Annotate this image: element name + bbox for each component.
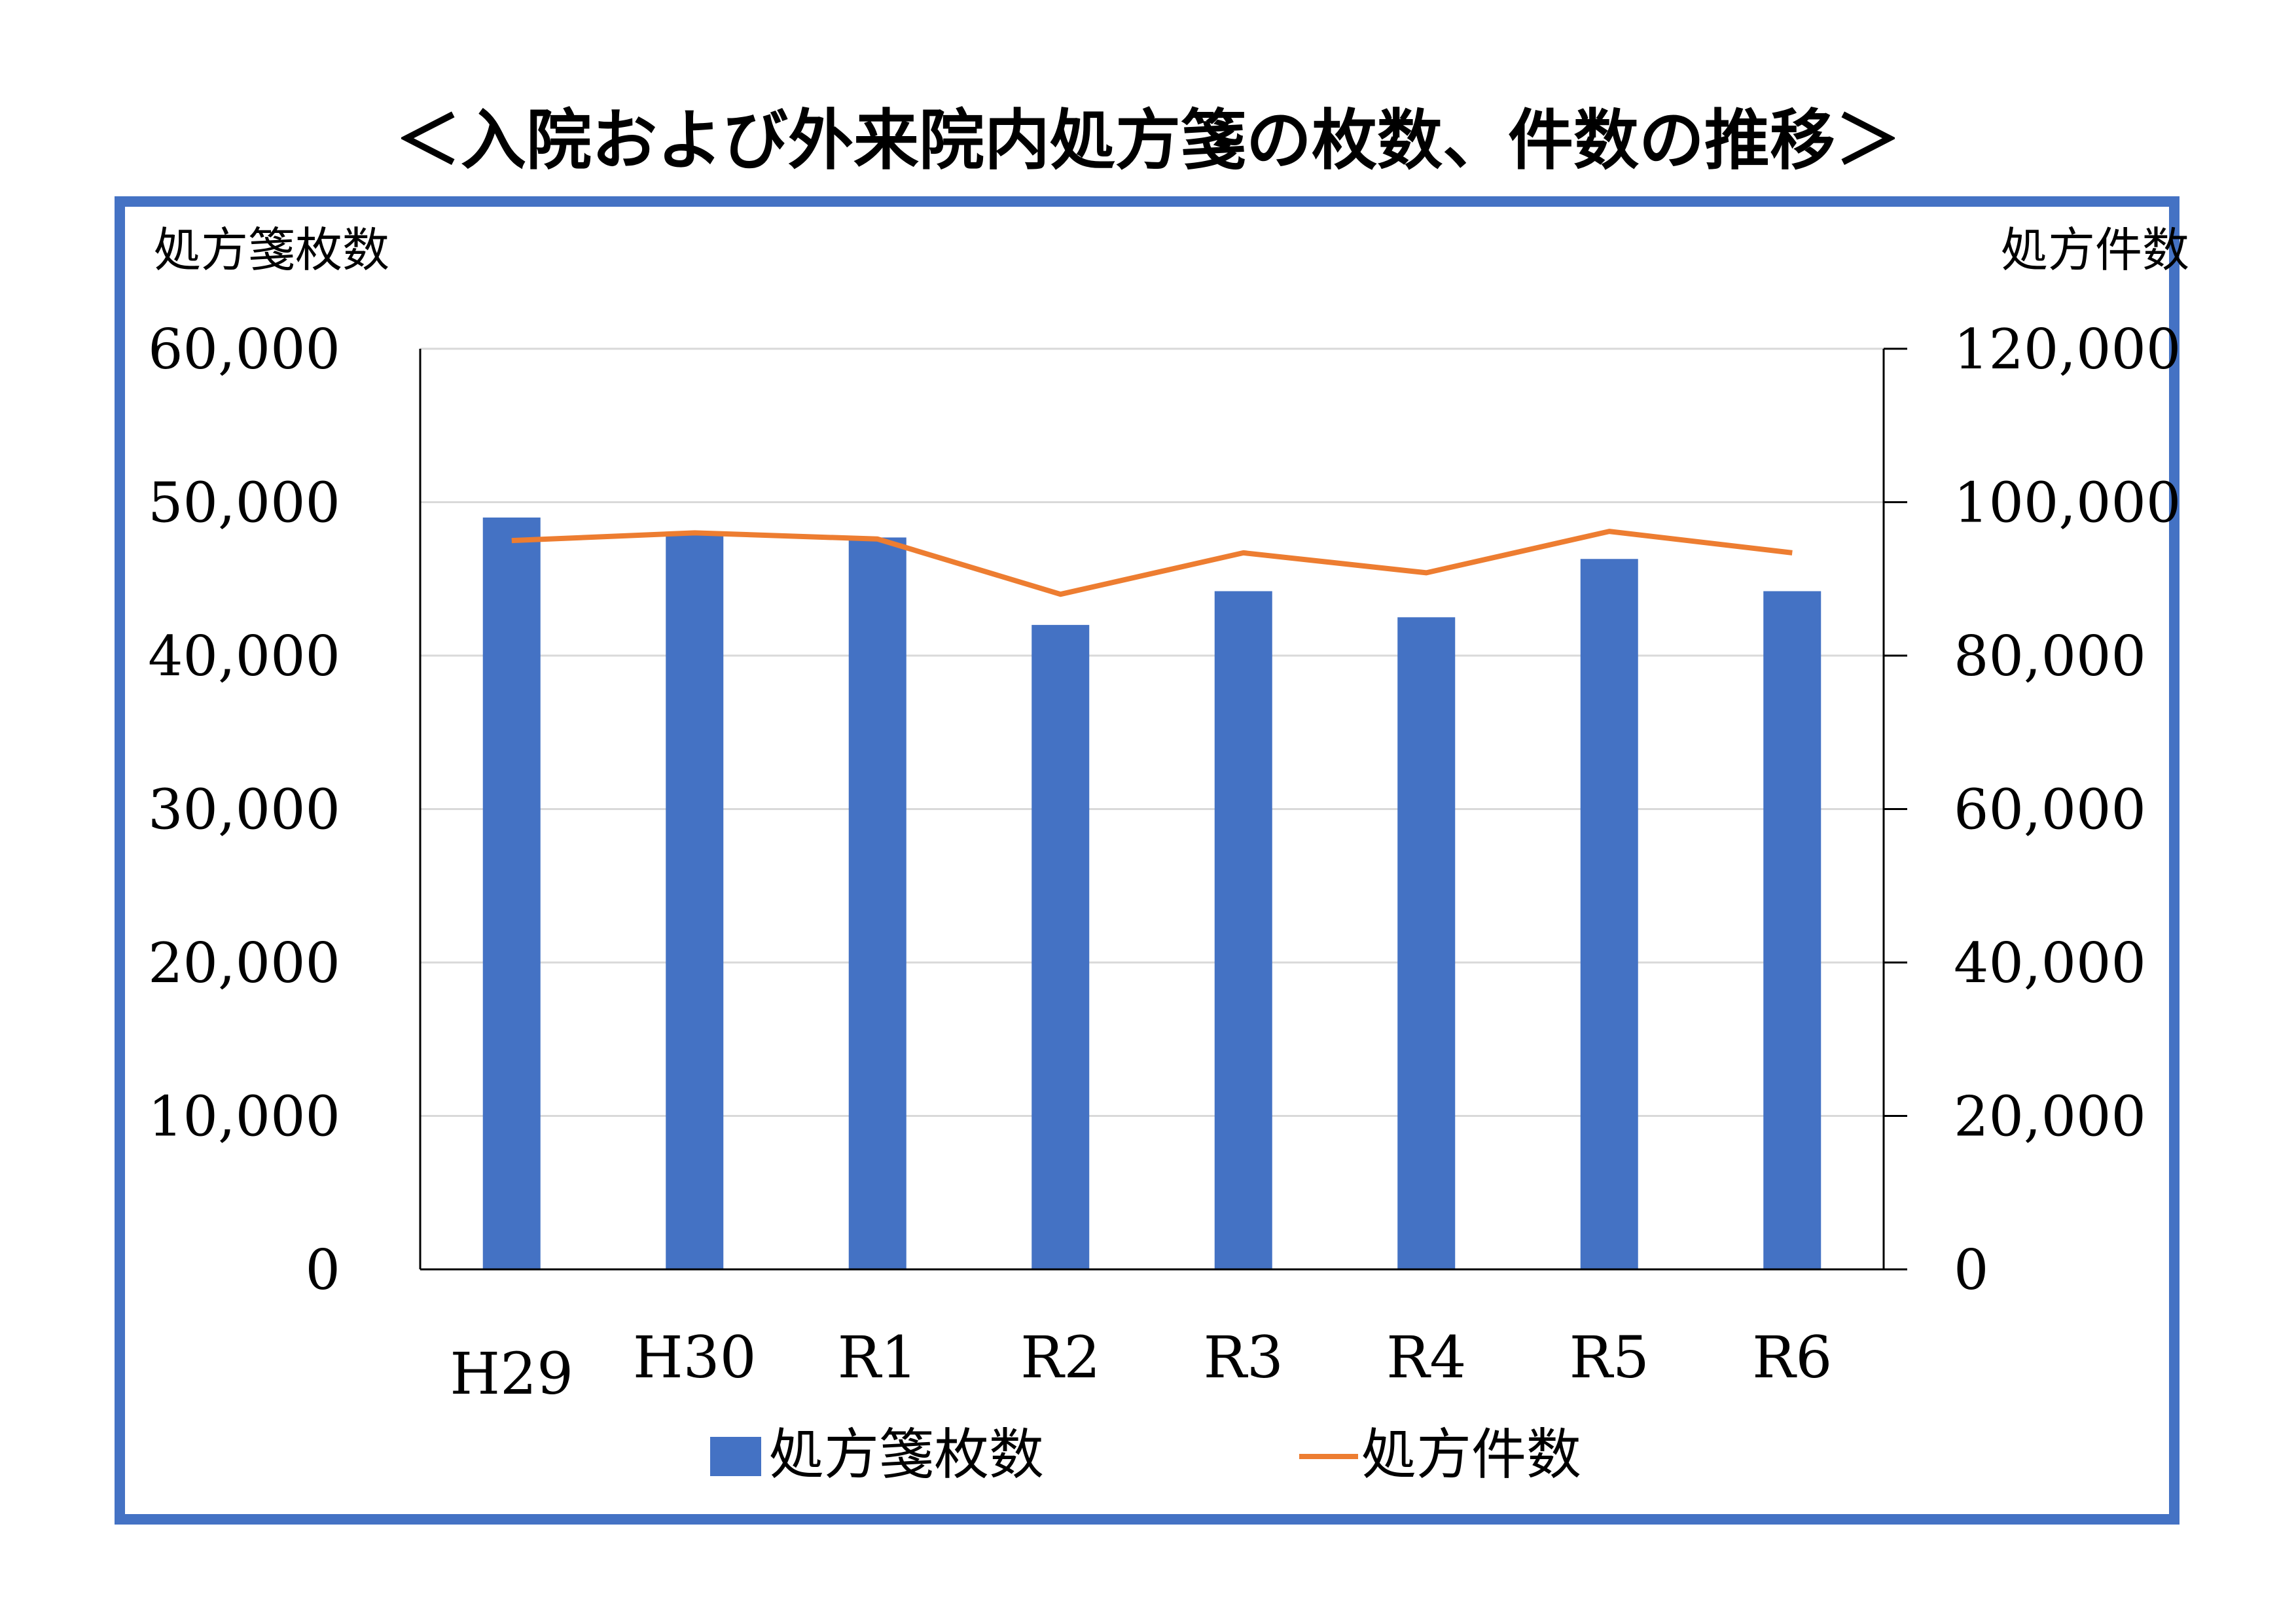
left-tick-label: 50,000 <box>148 471 340 535</box>
line-prescription-count <box>511 529 1793 597</box>
x-tick-label: H30 <box>633 1324 757 1391</box>
left-axis-title: 処方箋枚数 <box>154 222 389 277</box>
x-tick-label: R6 <box>1752 1324 1832 1391</box>
bar-r6 <box>1763 591 1821 1269</box>
bar-r1 <box>848 537 906 1269</box>
right-tick-label: 0 <box>1954 1238 1988 1302</box>
gridlines <box>420 347 1884 1117</box>
x-tick-label: H29 <box>450 1340 573 1407</box>
line-series <box>511 529 1793 597</box>
axis-labels: 0 10,000 20,000 30,000 40,000 50,000 60,000 0 20… <box>148 222 2189 1407</box>
left-tick-label: 0 <box>306 1238 340 1302</box>
bar-r4 <box>1397 617 1456 1269</box>
left-tick-label: 40,000 <box>148 624 340 688</box>
right-axis-title: 処方件数 <box>2001 222 2189 277</box>
bar-h30 <box>666 533 724 1269</box>
x-tick-label: R4 <box>1386 1324 1466 1391</box>
right-tick-label: 100,000 <box>1954 471 2181 535</box>
right-tick-label: 20,000 <box>1954 1085 2146 1149</box>
right-tick-label: 40,000 <box>1954 931 2146 995</box>
right-tick-label: 120,000 <box>1954 317 2181 381</box>
right-tick-label: 60,000 <box>1954 778 2146 842</box>
legend-bar-swatch <box>710 1437 761 1476</box>
x-tick-label: R2 <box>1020 1324 1100 1391</box>
legend-bar-label: 処方箋枚数 <box>769 1422 1044 1487</box>
legend-line-label: 処方件数 <box>1361 1422 1581 1487</box>
bar-r5 <box>1580 559 1638 1269</box>
bar-h29 <box>482 517 541 1270</box>
x-tick-label: R3 <box>1204 1324 1283 1391</box>
left-tick-label: 60,000 <box>148 317 340 381</box>
right-tick-label: 80,000 <box>1954 624 2146 688</box>
bar-r3 <box>1214 591 1272 1269</box>
chart-title: ＜入院および外来院内処方箋の枚数、件数の推移＞ <box>395 102 1901 179</box>
bar-r2 <box>1031 625 1090 1269</box>
bar-series <box>482 517 1821 1270</box>
left-tick-label: 10,000 <box>148 1085 340 1149</box>
axes <box>419 347 1907 1271</box>
x-tick-label: R5 <box>1570 1324 1649 1391</box>
left-tick-label: 30,000 <box>148 778 340 842</box>
left-tick-label: 20,000 <box>148 931 340 995</box>
chart-frame <box>115 196 2179 1525</box>
legend: 処方箋枚数 処方件数 <box>710 1422 1581 1487</box>
x-tick-label: R1 <box>838 1324 918 1391</box>
